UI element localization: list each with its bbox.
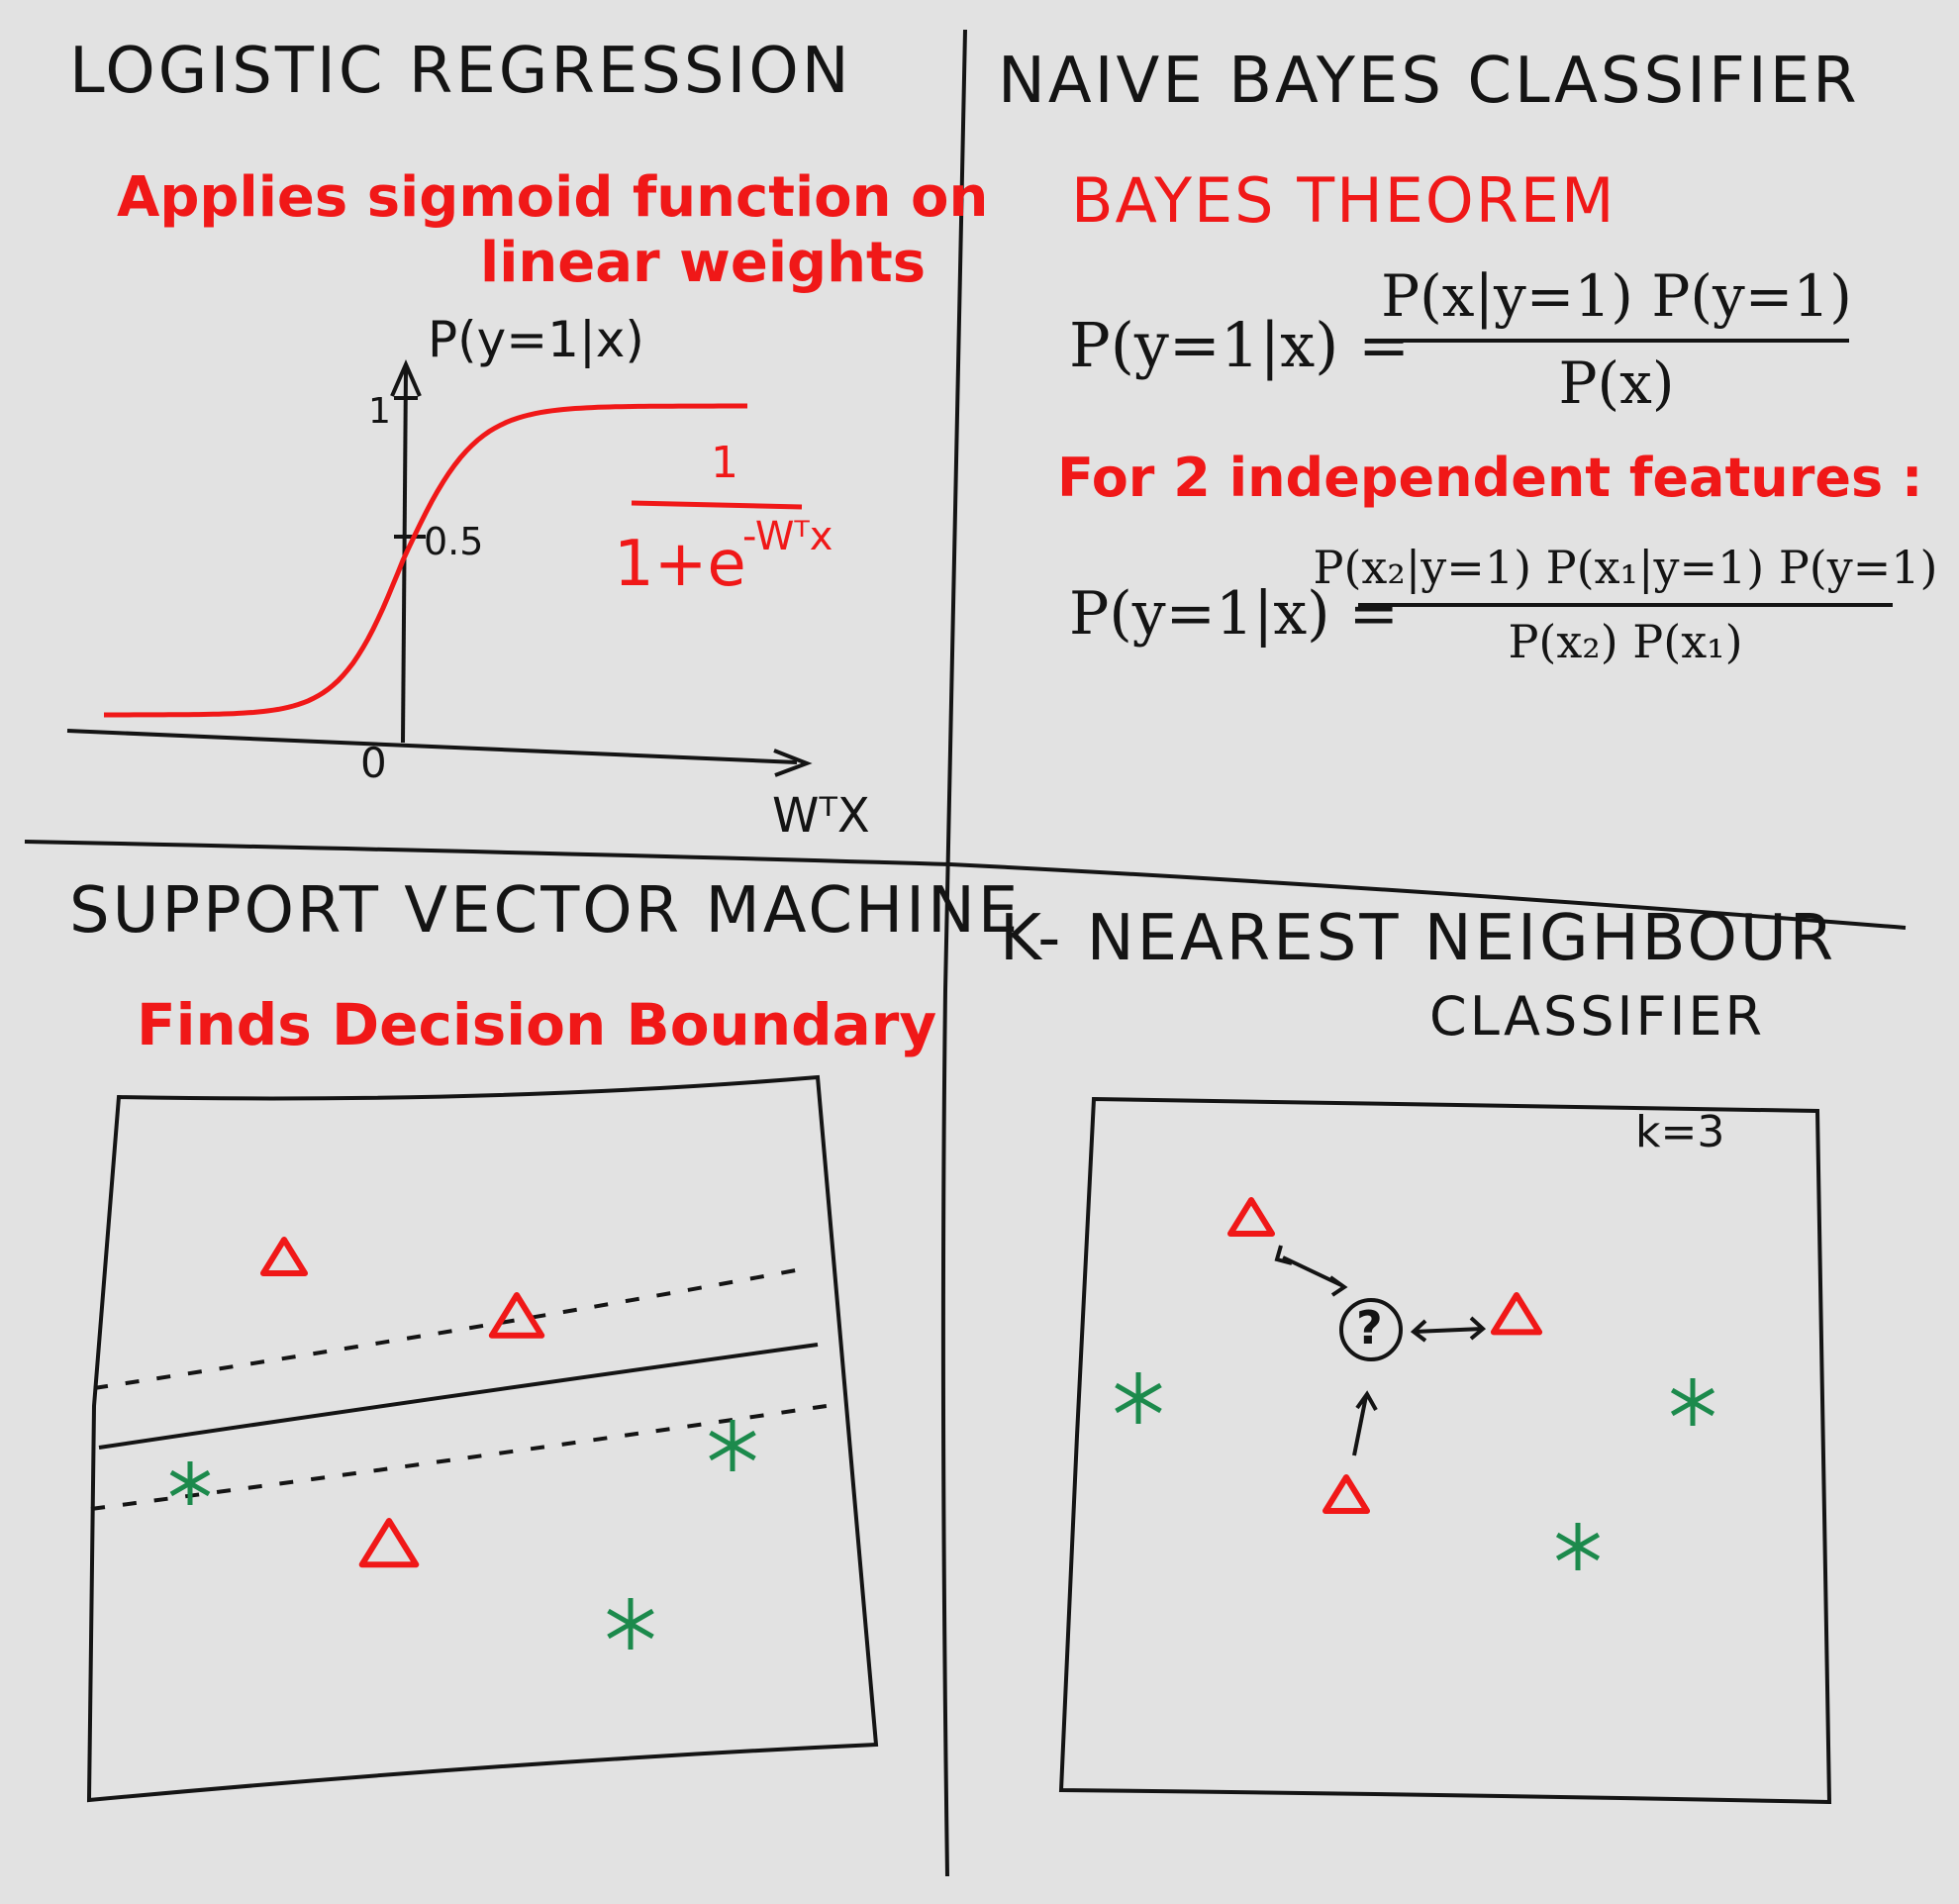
svm-red-triangle bbox=[358, 1518, 420, 1568]
arrow-to-right-triangle bbox=[1413, 1327, 1484, 1334]
bayes-eq1-denominator: P(x) bbox=[1558, 349, 1675, 417]
arrowhead-right-a bbox=[1410, 1319, 1427, 1343]
bayes-title: NAIVE BAYES CLASSIFIER bbox=[998, 45, 1860, 118]
knn-points bbox=[1115, 1197, 1715, 1570]
svm-green-star bbox=[607, 1598, 654, 1650]
arrow-to-upper-left-triangle bbox=[1282, 1255, 1342, 1287]
knn-neighbour-arrows bbox=[1274, 1245, 1487, 1456]
sigmoid-y-arrowhead bbox=[390, 359, 422, 397]
arrowhead-lower bbox=[1355, 1390, 1378, 1411]
arrow-to-lower-triangle bbox=[1352, 1395, 1368, 1456]
knn-green-star bbox=[1555, 1523, 1601, 1570]
arrowhead-right-b bbox=[1469, 1316, 1487, 1341]
knn-green-star bbox=[1670, 1378, 1715, 1426]
horizontal-divider bbox=[24, 840, 1907, 930]
bayes-eq1-bar bbox=[1384, 338, 1849, 343]
vertical-divider bbox=[940, 29, 967, 1877]
svm-points bbox=[169, 1237, 756, 1650]
sigmoid-x-arrowhead bbox=[773, 749, 813, 777]
knn-red-triangle bbox=[1490, 1292, 1543, 1336]
svm-green-star bbox=[169, 1461, 211, 1505]
sigmoid-y-axis-label: P(y=1|x) bbox=[428, 311, 644, 368]
svm-red-triangle bbox=[488, 1292, 545, 1339]
bayes-subtitle: BAYES THEOREM bbox=[1071, 164, 1616, 237]
bayes-eq2-bar bbox=[1358, 602, 1893, 607]
formula-numerator: 1 bbox=[711, 438, 738, 488]
bayes-eq2-fraction: P(x₂|y=1) P(x₁|y=1) P(y=1) P(x₂) P(x₁) bbox=[1314, 543, 1938, 668]
bayes-eq1-fraction: P(x|y=1) P(y=1) P(x) bbox=[1381, 262, 1852, 417]
logistic-title: LOGISTIC REGRESSION bbox=[69, 35, 852, 108]
sigmoid-x-axis-label: WᵀX bbox=[772, 788, 870, 844]
knn-title-line2: CLASSIFIER bbox=[1429, 985, 1766, 1048]
formula-exponent: -Wᵀx bbox=[742, 514, 833, 559]
knn-query-label: ? bbox=[1356, 1301, 1383, 1354]
svm-title: SUPPORT VECTOR MACHINE bbox=[69, 874, 1022, 948]
tick-label-1: 1 bbox=[368, 391, 391, 432]
formula-fraction-bar bbox=[631, 500, 803, 510]
bayes-note: For 2 independent features : bbox=[1057, 447, 1923, 509]
sigmoid-curve bbox=[104, 403, 747, 718]
formula-denominator-base: 1+e bbox=[614, 528, 746, 601]
bayes-eq2-numerator: P(x₂|y=1) P(x₁|y=1) P(y=1) bbox=[1313, 541, 1938, 594]
svm-subtitle: Finds Decision Boundary bbox=[137, 991, 937, 1058]
svm-lower-margin bbox=[90, 1402, 840, 1511]
knn-query-point bbox=[1339, 1298, 1403, 1361]
tick-label-0: 0 bbox=[360, 739, 387, 787]
svm-red-triangle bbox=[260, 1237, 308, 1276]
svm-frame bbox=[86, 1074, 879, 1803]
bayes-eq2-lhs: P(y=1|x) = bbox=[1069, 579, 1399, 649]
bayes-eq2-denominator: P(x₂) P(x₁) bbox=[1508, 614, 1743, 668]
knn-k-label: k=3 bbox=[1635, 1107, 1725, 1157]
knn-frame bbox=[1058, 1096, 1832, 1805]
svm-green-star bbox=[709, 1420, 756, 1471]
svm-decision-boundary bbox=[98, 1343, 819, 1450]
logistic-subtitle-line1: Applies sigmoid function on bbox=[117, 165, 989, 230]
bayes-eq1-lhs: P(y=1|x) = bbox=[1069, 309, 1411, 381]
tick-label-half: 0.5 bbox=[424, 520, 484, 563]
svm-upper-margin bbox=[93, 1265, 813, 1390]
knn-title-line1: K- NEAREST NEIGHBOUR bbox=[1000, 902, 1837, 975]
sigmoid-x-axis bbox=[66, 729, 798, 764]
arrowhead-upper-left bbox=[1274, 1245, 1293, 1265]
knn-red-triangle bbox=[1227, 1197, 1275, 1237]
knn-green-star bbox=[1115, 1372, 1162, 1424]
knn-red-triangle bbox=[1322, 1474, 1370, 1514]
bayes-eq1-numerator: P(x|y=1) P(y=1) bbox=[1381, 262, 1852, 330]
arrowhead-upper-left-2 bbox=[1328, 1275, 1348, 1297]
logistic-subtitle-line2: linear weights bbox=[480, 231, 927, 295]
